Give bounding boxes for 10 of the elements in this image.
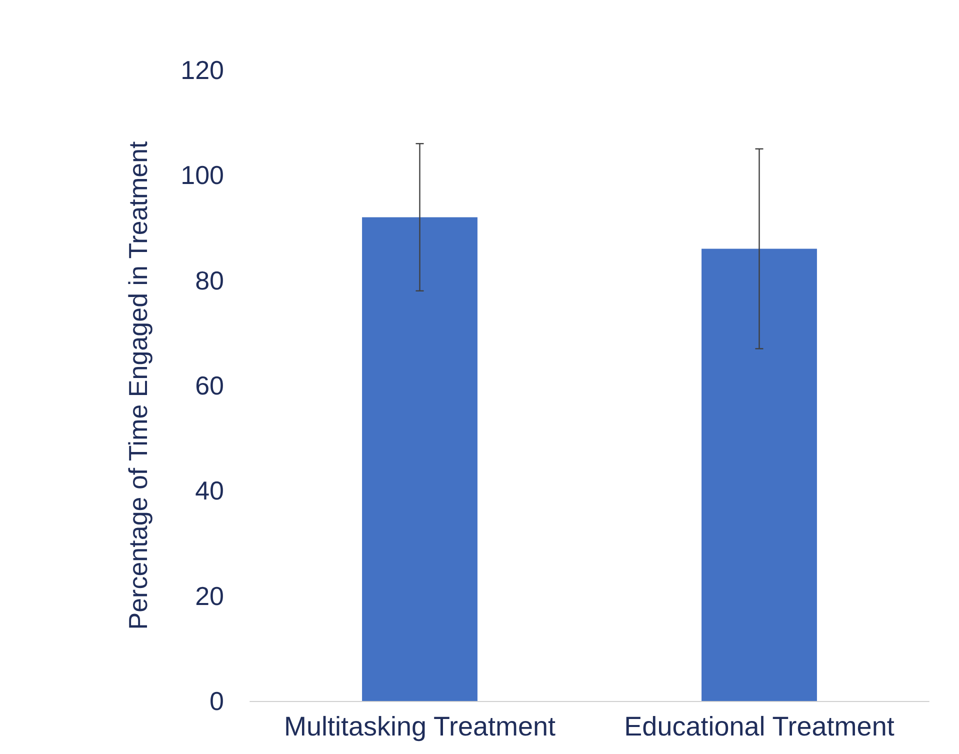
x-tick-label: Educational Treatment xyxy=(624,712,895,742)
y-tick-label: 0 xyxy=(210,686,224,716)
y-tick-label: 20 xyxy=(195,580,224,611)
y-tick-label: 60 xyxy=(195,370,224,400)
y-tick-label: 80 xyxy=(195,265,224,296)
x-tick-label: Multitasking Treatment xyxy=(284,712,556,742)
y-tick-label: 40 xyxy=(195,476,224,506)
y-tick-label: 120 xyxy=(180,55,224,85)
y-tick-label: 100 xyxy=(180,160,224,190)
y-axis-title: Percentage of Time Engaged in Treatment xyxy=(123,140,153,630)
